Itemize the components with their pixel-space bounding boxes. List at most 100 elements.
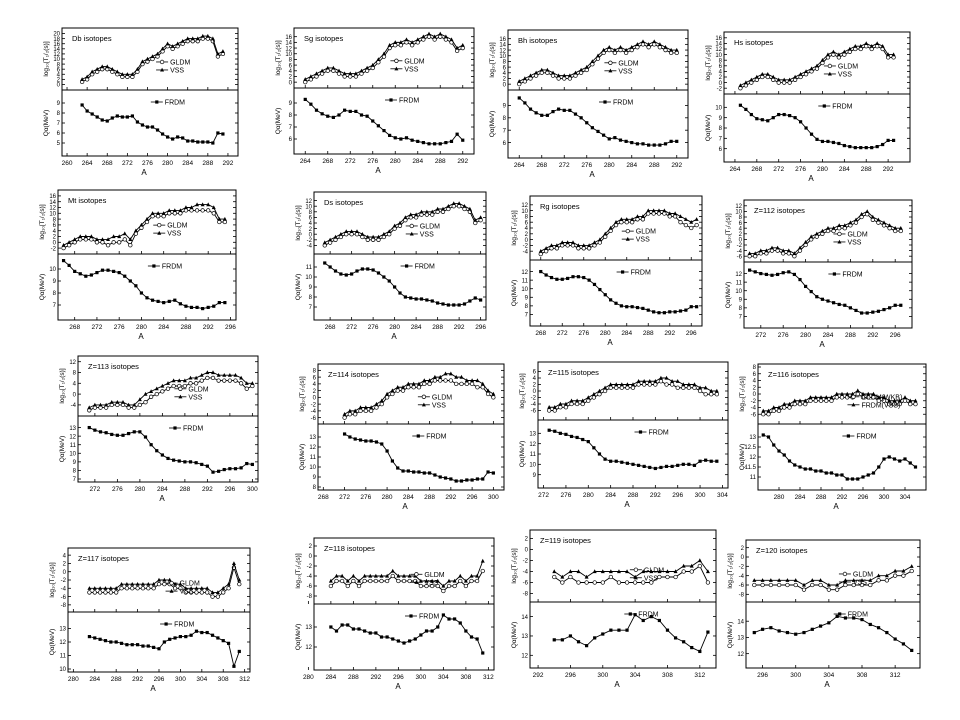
data-point-circle bbox=[597, 392, 602, 397]
data-point-square bbox=[882, 307, 886, 312]
data-point-circle bbox=[591, 395, 597, 400]
data-point-square bbox=[782, 453, 786, 457]
data-point-square bbox=[178, 635, 183, 639]
data-point-square bbox=[749, 112, 753, 117]
data-point-square bbox=[152, 645, 156, 649]
data-point-square bbox=[631, 462, 635, 466]
data-point-square bbox=[886, 138, 890, 142]
data-point-circle bbox=[432, 378, 438, 383]
y-tick-label: -4 bbox=[739, 574, 745, 580]
data-point-square bbox=[412, 470, 416, 474]
data-point-triangle bbox=[771, 405, 776, 410]
data-point-square bbox=[465, 478, 469, 482]
y-tick-label: 8 bbox=[309, 295, 313, 301]
data-point-square bbox=[61, 259, 66, 263]
y-tick-label: -4 bbox=[531, 402, 537, 408]
data-point-square bbox=[184, 304, 188, 308]
data-point-square bbox=[752, 630, 756, 635]
legend-label: VSS bbox=[170, 67, 184, 74]
y-tick-label: 16 bbox=[499, 37, 506, 43]
y-tick-label: 11 bbox=[530, 452, 537, 458]
data-point-square bbox=[106, 268, 110, 272]
data-point-triangle bbox=[870, 214, 875, 219]
data-point-triangle bbox=[876, 573, 881, 578]
data-point-triangle bbox=[171, 378, 176, 383]
data-point-triangle bbox=[115, 400, 120, 404]
chart-title: Z=113 isotopes bbox=[88, 362, 139, 371]
data-point-circle bbox=[347, 412, 353, 417]
data-point-square bbox=[402, 641, 406, 645]
data-point-triangle bbox=[876, 217, 881, 222]
data-point-square bbox=[810, 627, 814, 631]
data-point-square bbox=[551, 110, 555, 114]
series-line bbox=[304, 99, 464, 145]
data-point-triangle bbox=[892, 398, 897, 403]
data-point-square bbox=[115, 433, 119, 437]
data-point-square bbox=[441, 302, 445, 306]
data-point-circle bbox=[681, 569, 686, 574]
data-point-square bbox=[865, 311, 869, 315]
data-point-square bbox=[657, 311, 661, 315]
y-tick-label: 7 bbox=[739, 315, 743, 321]
data-point-triangle bbox=[340, 573, 345, 578]
data-point-square bbox=[226, 641, 231, 645]
data-point-square bbox=[491, 471, 495, 475]
data-point-square bbox=[891, 138, 896, 142]
data-point-square bbox=[309, 102, 313, 106]
panel-frame bbox=[537, 361, 729, 489]
data-point-circle bbox=[151, 586, 156, 591]
data-point-triangle bbox=[770, 245, 774, 250]
data-point-triangle bbox=[334, 573, 339, 578]
data-point-square bbox=[571, 275, 575, 279]
y-axis-label: log₁₀[T₁/₂(s)] bbox=[295, 553, 302, 588]
data-point-triangle bbox=[337, 68, 341, 73]
data-point-circle bbox=[368, 408, 374, 414]
y-tick-label: 8 bbox=[719, 58, 723, 64]
data-point-square bbox=[831, 140, 836, 145]
y-tick-label: -8 bbox=[307, 594, 313, 600]
data-point-square bbox=[614, 459, 618, 463]
legend-label: FRDM bbox=[613, 100, 633, 107]
y-tick-label: 11 bbox=[750, 475, 757, 481]
panel-frame bbox=[57, 189, 237, 321]
legend-label: FRDM bbox=[162, 264, 182, 271]
data-point-triangle bbox=[813, 395, 818, 399]
data-point-triangle bbox=[761, 408, 766, 413]
data-point-triangle bbox=[792, 251, 797, 255]
y-tick-label: 6 bbox=[57, 67, 61, 73]
data-point-circle bbox=[851, 582, 856, 588]
data-point-square bbox=[848, 306, 852, 310]
data-point-square bbox=[385, 635, 389, 639]
chart-title: Z=118 isotopes bbox=[324, 544, 375, 553]
data-point-square bbox=[331, 115, 335, 119]
data-point-triangle bbox=[342, 71, 347, 76]
data-point-square bbox=[454, 479, 458, 483]
y-tick-label: 8 bbox=[73, 469, 77, 475]
data-point-square bbox=[675, 139, 679, 143]
data-point-triangle bbox=[195, 36, 200, 41]
data-point-circle bbox=[581, 246, 586, 251]
data-point-square bbox=[558, 431, 562, 435]
data-point-triangle bbox=[765, 72, 770, 76]
y-tick-label: 0 bbox=[525, 548, 529, 554]
data-point-circle bbox=[339, 578, 345, 584]
y-tick-label: 2 bbox=[525, 232, 529, 238]
data-point-square bbox=[842, 143, 846, 148]
data-point-triangle bbox=[432, 34, 437, 39]
data-point-square bbox=[150, 125, 155, 129]
data-point-triangle bbox=[590, 59, 595, 64]
y-tick-label: 10 bbox=[69, 451, 76, 457]
x-tick-label: 288 bbox=[816, 494, 827, 501]
y-tick-label: -4 bbox=[523, 570, 529, 576]
x-tick-label: 284 bbox=[621, 330, 632, 337]
data-point-triangle bbox=[133, 228, 138, 233]
data-point-square bbox=[177, 459, 181, 463]
data-point-square bbox=[876, 309, 880, 313]
data-point-triangle bbox=[120, 72, 125, 76]
data-point-circle bbox=[909, 568, 914, 574]
data-point-triangle bbox=[908, 398, 913, 403]
data-point-square bbox=[776, 272, 780, 277]
data-point-triangle bbox=[793, 74, 798, 79]
data-point-circle bbox=[703, 392, 708, 397]
data-point-circle bbox=[826, 587, 832, 592]
